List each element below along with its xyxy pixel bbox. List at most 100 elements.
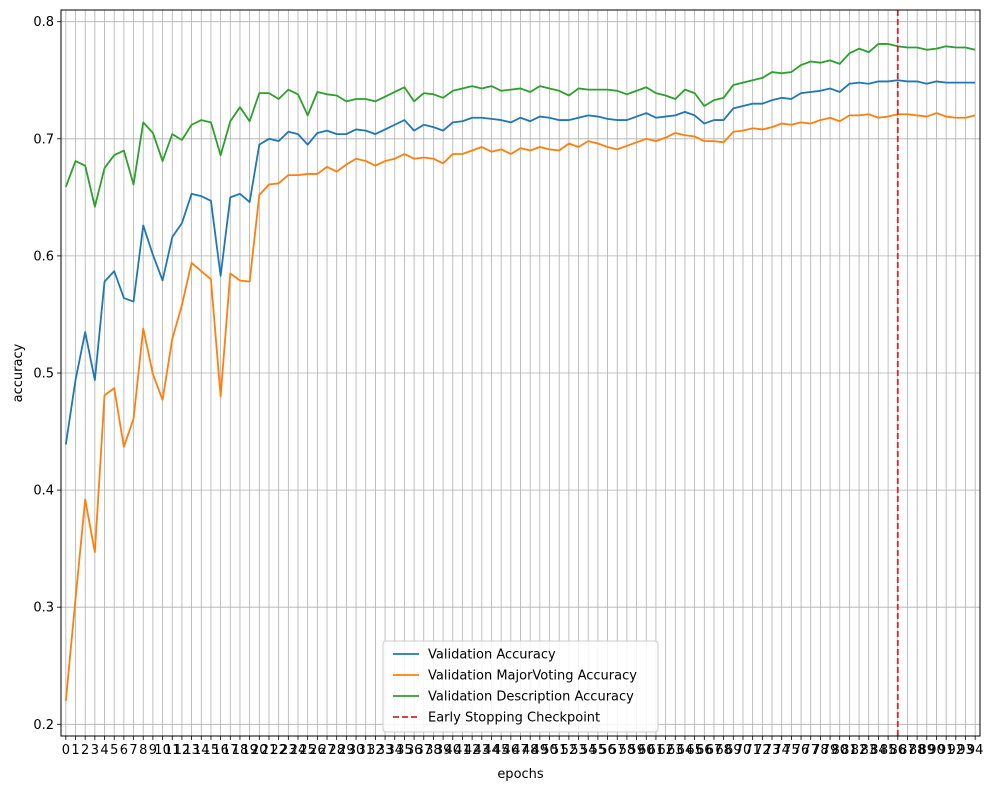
- legend-label: Validation Accuracy: [428, 648, 556, 663]
- series-line-2: [64, 112, 976, 701]
- x-tick-label: 80: [831, 743, 848, 758]
- x-tick-label: 86: [890, 743, 907, 758]
- legend-box: [382, 640, 659, 733]
- x-tick-label: 38: [425, 743, 442, 758]
- x-tick-label: 23: [280, 743, 297, 758]
- x-tick-label: 39: [435, 743, 452, 758]
- x-tick-label: 58: [619, 743, 636, 758]
- x-tick-label: 46: [503, 743, 520, 758]
- x-tick-label: 72: [754, 743, 771, 758]
- x-tick-label: 16: [212, 743, 229, 758]
- x-tick-label: 30: [348, 743, 365, 758]
- series-line-1: [64, 79, 976, 445]
- x-tick-label: 60: [638, 743, 655, 758]
- legend: Validation Accuracy Validation MajorVotin…: [382, 640, 659, 733]
- x-tick-label: 28: [328, 743, 345, 758]
- x-tick-label: 49: [532, 743, 549, 758]
- x-tick-label: 7: [129, 743, 137, 758]
- x-tick-label: 44: [483, 743, 500, 758]
- x-tick-label: 54: [580, 743, 597, 758]
- x-tick-label: 51: [551, 743, 568, 758]
- x-tick-label: 79: [822, 743, 839, 758]
- legend-label: Validation Description Accuracy: [428, 690, 634, 705]
- x-tick-label: 48: [522, 743, 539, 758]
- x-tick-label: 12: [174, 743, 191, 758]
- y-tick-label: 0.2: [33, 718, 54, 733]
- x-tick-label: 76: [793, 743, 810, 758]
- x-tick-label: 17: [222, 743, 239, 758]
- x-tick-label: 3: [91, 743, 99, 758]
- x-tick-label: 90: [928, 743, 945, 758]
- x-tick-label: 69: [725, 743, 742, 758]
- x-tick-label: 9: [149, 743, 157, 758]
- x-tick-label: 42: [464, 743, 481, 758]
- legend-label: Validation MajorVoting Accuracy: [428, 669, 637, 684]
- y-tick-label: 0.7: [33, 132, 54, 147]
- x-tick-label: 78: [812, 743, 829, 758]
- x-tick-label: 32: [367, 743, 384, 758]
- y-tick-label: 0.3: [33, 601, 54, 616]
- x-tick-label: 55: [590, 743, 607, 758]
- x-tick-label: 36: [406, 743, 423, 758]
- grid: [61, 10, 980, 736]
- x-tick-label: 67: [706, 743, 723, 758]
- x-tick-label: 13: [183, 743, 200, 758]
- x-tick-label: 31: [357, 743, 374, 758]
- x-tick-label: 5: [110, 743, 118, 758]
- x-tick-label: 19: [241, 743, 258, 758]
- x-tick-label: 4: [100, 743, 108, 758]
- x-tick-label: 56: [599, 743, 616, 758]
- x-tick-label: 45: [493, 743, 510, 758]
- x-tick-label: 0: [62, 743, 70, 758]
- x-tick-label: 83: [860, 743, 877, 758]
- y-tick-label: 0.6: [33, 249, 54, 264]
- x-tick-label: 40: [445, 743, 462, 758]
- legend-label: Early Stopping Checkpoint: [428, 711, 600, 726]
- x-axis-label: epochs: [497, 767, 544, 782]
- x-tick-label: 33: [377, 743, 394, 758]
- x-tick-label: 92: [948, 743, 965, 758]
- x-tick-label: 14: [193, 743, 210, 758]
- x-tick-label: 52: [561, 743, 578, 758]
- x-tick-label: 15: [203, 743, 220, 758]
- x-tick-label: 26: [309, 743, 326, 758]
- x-tick-label: 89: [919, 743, 936, 758]
- x-tick-label: 59: [628, 743, 645, 758]
- x-tick-label: 93: [957, 743, 974, 758]
- x-tick-label: 81: [841, 743, 858, 758]
- x-tick-label: 2: [81, 743, 89, 758]
- x-tick-label: 85: [880, 743, 897, 758]
- x-tick-label: 34: [386, 743, 403, 758]
- x-tick-label: 71: [744, 743, 761, 758]
- x-tick-label: 18: [232, 743, 249, 758]
- x-tick-label: 88: [909, 743, 926, 758]
- x-tick-label: 65: [686, 743, 703, 758]
- x-tick-label: 22: [270, 743, 287, 758]
- x-tick-label: 57: [609, 743, 626, 758]
- x-ticks: 0 1 2 3 4 5 6 7 8 9101112131415161718192021222324…: [62, 736, 983, 758]
- x-tick-label: 37: [415, 743, 432, 758]
- x-tick-label: 25: [299, 743, 316, 758]
- x-tick-label: 1: [71, 743, 79, 758]
- x-tick-label: 21: [261, 743, 278, 758]
- x-tick-label: 70: [735, 743, 752, 758]
- y-tick-label: 0.4: [33, 484, 54, 499]
- y-axis-label: accuracy: [11, 343, 26, 402]
- x-tick-label: 53: [570, 743, 587, 758]
- x-tick-label: 75: [783, 743, 800, 758]
- x-tick-label: 6: [120, 743, 128, 758]
- series-line-3: [64, 43, 976, 208]
- y-tick-label: 0.5: [33, 367, 54, 382]
- x-tick-label: 24: [290, 743, 307, 758]
- x-tick-label: 10: [154, 743, 171, 758]
- x-tick-label: 47: [512, 743, 529, 758]
- y-tick-label: 0.8: [33, 15, 54, 30]
- y-ticks: 0.2 0.3 0.4 0.5 0.6 0.7 0.8: [33, 15, 61, 733]
- x-tick-label: 43: [474, 743, 491, 758]
- x-tick-label: 74: [773, 743, 790, 758]
- x-tick-label: 8: [139, 743, 147, 758]
- x-tick-label: 87: [899, 743, 916, 758]
- x-tick-label: 73: [764, 743, 781, 758]
- x-tick-label: 50: [541, 743, 558, 758]
